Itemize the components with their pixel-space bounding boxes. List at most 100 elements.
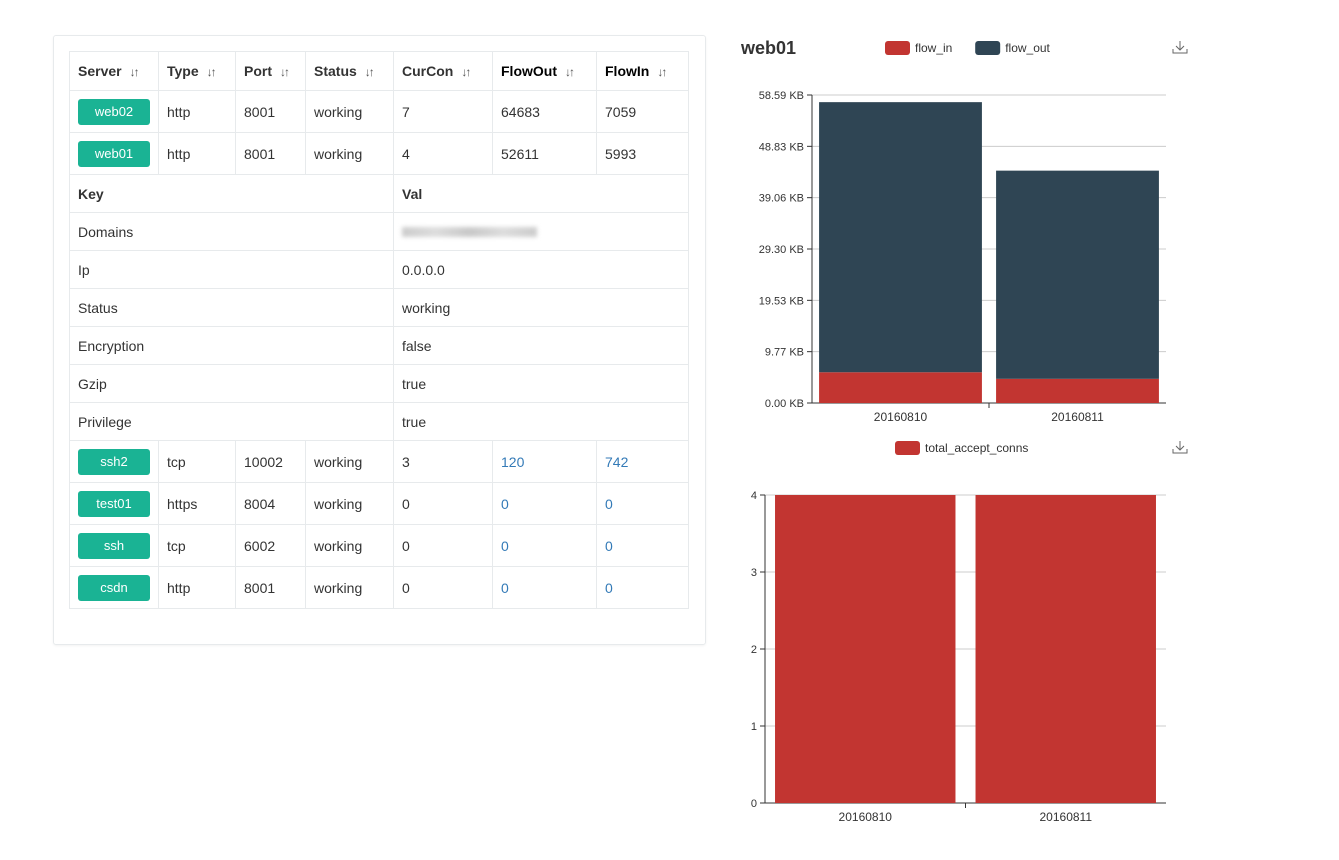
cell-server: test01 [69, 482, 159, 525]
sort-icon[interactable]: ↓↑ [280, 65, 290, 79]
x-tick-label: 20160810 [874, 410, 928, 424]
sort-icon[interactable]: ↓↑ [129, 65, 140, 79]
detail-row: Status working [69, 288, 689, 327]
column-header-curcon[interactable]: CurCon ↓↑ [393, 51, 493, 91]
detail-row: Domains [69, 212, 689, 251]
cell-curcon: 0 [393, 524, 493, 567]
servers-table: Server ↓↑ Type ↓↑ Port ↓↑ Status ↓↑ CurCon ↓↑ Flow… [69, 51, 689, 609]
detail-val: 0.0.0.0 [393, 250, 689, 289]
cell-flowout: 0 [492, 524, 597, 567]
cell-type: tcp [158, 524, 236, 567]
column-header-flowout[interactable]: FlowOut ↓↑ [492, 51, 597, 91]
cell-type: http [158, 132, 236, 175]
column-header-type[interactable]: Type ↓↑ [158, 51, 236, 91]
server-button[interactable]: csdn [78, 574, 150, 601]
column-label: FlowOut [501, 63, 557, 79]
table-row[interactable]: web02 http 8001 working 7 64683 7059 [69, 90, 689, 133]
detail-val [393, 212, 689, 251]
server-button[interactable]: test01 [78, 490, 150, 517]
cell-status: working [305, 132, 394, 175]
bar-total_accept_conns [775, 495, 956, 803]
cell-status: working [305, 90, 394, 133]
column-label: Status [314, 63, 357, 79]
detail-val-text: false [402, 337, 432, 354]
sort-icon[interactable]: ↓↑ [461, 65, 471, 79]
column-header-flowin[interactable]: FlowIn ↓↑ [596, 51, 689, 91]
detail-key: Encryption [69, 326, 394, 365]
bar-flow_in [819, 372, 982, 403]
legend-label: flow_in [915, 41, 952, 55]
download-icon[interactable] [1172, 41, 1188, 54]
y-tick-label: 9.77 KB [765, 347, 804, 359]
server-button[interactable]: web01 [78, 140, 150, 167]
y-tick-label: 39.06 KB [759, 193, 804, 205]
column-label: Type [167, 63, 199, 79]
table-row[interactable]: ssh2 tcp 10002 working 3 120 742 [69, 440, 689, 483]
y-tick-label: 2 [751, 644, 757, 656]
y-tick-label: 58.59 KB [759, 90, 804, 102]
sort-icon[interactable]: ↓↑ [565, 65, 575, 79]
x-tick-label: 20160811 [1051, 410, 1104, 424]
cell-status: working [305, 440, 394, 483]
y-tick-label: 4 [751, 490, 757, 502]
cell-server: csdn [69, 566, 159, 609]
bar-flow_in [996, 378, 1159, 403]
y-tick-label: 19.53 KB [759, 295, 804, 307]
detail-val: true [393, 402, 689, 441]
column-label: Port [244, 63, 272, 79]
column-label: FlowIn [605, 63, 650, 79]
servers-card [53, 35, 706, 645]
sort-icon[interactable]: ↓↑ [657, 65, 667, 79]
detail-val-text: true [402, 375, 427, 392]
y-tick-label: 0.00 KB [765, 398, 804, 410]
table-row[interactable]: web01 http 8001 working 4 52611 5993 [69, 132, 689, 175]
cell-type: http [158, 90, 236, 133]
table-row[interactable]: ssh tcp 6002 working 0 0 0 [69, 524, 689, 567]
table-row[interactable]: csdn http 8001 working 0 0 0 [69, 566, 689, 609]
y-tick-label: 29.30 KB [759, 244, 804, 256]
server-button[interactable]: ssh [78, 532, 150, 559]
cell-flowin: 0 [596, 524, 689, 567]
cell-flowout: 52611 [492, 132, 597, 175]
download-icon[interactable] [1172, 441, 1188, 454]
detail-key: Gzip [69, 364, 394, 403]
bar-flow_out [996, 170, 1159, 379]
detail-row: Privilege true [69, 402, 689, 441]
cell-flowin: 5993 [596, 132, 689, 175]
cell-status: working [305, 566, 394, 609]
cell-flowin: 742 [596, 440, 689, 483]
y-tick-label: 1 [751, 721, 757, 733]
detail-val-text: true [402, 413, 427, 430]
cell-port: 8001 [235, 132, 306, 175]
server-button[interactable]: ssh2 [78, 448, 150, 475]
detail-val-text: working [402, 299, 451, 316]
cell-flowout: 64683 [492, 90, 597, 133]
detail-val: false [393, 326, 689, 365]
chart-title: web01 [741, 38, 797, 58]
y-tick-label: 3 [751, 567, 757, 579]
cell-curcon: 0 [393, 566, 493, 609]
detail-val-text: 0.0.0.0 [402, 261, 445, 278]
legend-swatch-flow_out [975, 41, 1001, 55]
blurred-domains [402, 226, 537, 237]
cell-type: http [158, 566, 236, 609]
server-button[interactable]: web02 [78, 98, 150, 125]
cell-server: web02 [69, 90, 159, 133]
cell-curcon: 0 [393, 482, 493, 525]
sort-icon[interactable]: ↓↑ [206, 65, 217, 79]
legend-label: flow_out [1005, 41, 1050, 55]
cell-type: https [158, 482, 236, 525]
legend-label: total_accept_conns [925, 441, 1028, 455]
cell-status: working [305, 524, 394, 567]
detail-row: Ip 0.0.0.0 [69, 250, 689, 289]
x-tick-label: 20160810 [839, 810, 893, 824]
cell-curcon: 7 [393, 90, 493, 133]
column-header-status[interactable]: Status ↓↑ [305, 51, 394, 91]
cell-port: 10002 [235, 440, 306, 483]
cell-type: tcp [158, 440, 236, 483]
detail-row: Encryption false [69, 326, 689, 365]
detail-row: Gzip true [69, 364, 689, 403]
sort-icon[interactable]: ↓↑ [364, 65, 375, 79]
x-tick-label: 20160811 [1040, 810, 1093, 824]
